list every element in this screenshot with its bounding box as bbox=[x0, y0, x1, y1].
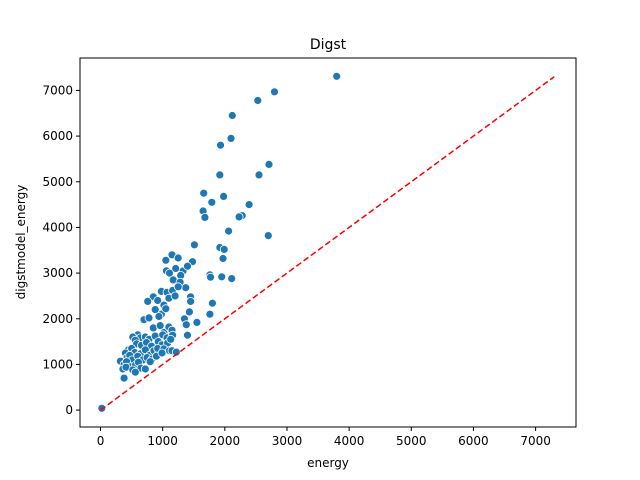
plot-area bbox=[97, 71, 555, 413]
data-point bbox=[157, 348, 167, 358]
data-point bbox=[119, 373, 129, 383]
data-point bbox=[199, 188, 209, 198]
x-tick-label: 3000 bbox=[272, 434, 303, 448]
data-point bbox=[186, 296, 196, 306]
y-tick-label: 2000 bbox=[42, 312, 73, 326]
data-point bbox=[227, 111, 237, 120]
data-point bbox=[171, 347, 181, 357]
data-point bbox=[215, 170, 225, 180]
x-tick-label: 4000 bbox=[334, 434, 365, 448]
data-point bbox=[234, 212, 244, 222]
y-tick-label: 6000 bbox=[42, 129, 73, 143]
data-point bbox=[173, 282, 183, 292]
data-point bbox=[226, 133, 236, 143]
y-tick-label: 3000 bbox=[42, 266, 73, 280]
x-axis-title: energy bbox=[307, 456, 349, 470]
y-tick-label: 0 bbox=[65, 403, 73, 417]
data-point bbox=[200, 212, 210, 222]
data-point bbox=[263, 231, 273, 241]
data-point bbox=[206, 272, 215, 282]
data-point bbox=[264, 159, 274, 169]
data-point bbox=[219, 191, 229, 201]
data-point bbox=[184, 307, 194, 317]
x-axis: 0 1000 2000 3000 4000 5000 6000 7000 bbox=[97, 427, 551, 448]
data-point bbox=[253, 96, 263, 105]
data-point bbox=[183, 330, 192, 340]
data-point bbox=[130, 367, 140, 377]
data-point bbox=[161, 304, 171, 314]
data-point bbox=[181, 320, 191, 330]
data-point bbox=[205, 309, 215, 319]
data-point bbox=[150, 305, 160, 315]
x-tick-label: 0 bbox=[97, 434, 105, 448]
x-tick-label: 5000 bbox=[396, 434, 427, 448]
data-point bbox=[207, 197, 217, 207]
data-point bbox=[192, 317, 202, 327]
data-point bbox=[170, 291, 180, 301]
y-tick-label: 7000 bbox=[42, 83, 73, 97]
data-point bbox=[153, 296, 163, 305]
data-point bbox=[145, 357, 155, 367]
data-point bbox=[270, 87, 279, 97]
data-point bbox=[155, 321, 165, 331]
data-point bbox=[244, 200, 254, 210]
data-point bbox=[154, 312, 164, 321]
data-point bbox=[216, 140, 225, 150]
data-point bbox=[161, 255, 171, 265]
data-point bbox=[166, 334, 176, 344]
y-tick-label: 1000 bbox=[42, 357, 73, 371]
data-point bbox=[173, 253, 183, 263]
data-point bbox=[181, 283, 191, 293]
y-tick-label: 4000 bbox=[42, 220, 73, 234]
data-point bbox=[254, 170, 264, 180]
data-point bbox=[332, 71, 342, 81]
data-point bbox=[218, 254, 228, 263]
y-tick-label: 5000 bbox=[42, 175, 73, 189]
chart-title: Digst bbox=[310, 37, 347, 53]
x-tick-label: 7000 bbox=[520, 434, 551, 448]
y-axis: 0 1000 2000 3000 4000 5000 6000 7000 bbox=[42, 83, 80, 417]
data-point bbox=[207, 298, 217, 308]
data-point bbox=[227, 274, 237, 284]
data-point bbox=[165, 268, 174, 278]
reference-line bbox=[100, 76, 555, 411]
data-point bbox=[219, 244, 229, 254]
x-tick-label: 6000 bbox=[458, 434, 489, 448]
data-point bbox=[224, 226, 234, 236]
data-point bbox=[189, 240, 199, 250]
data-point bbox=[217, 272, 227, 282]
x-tick-label: 1000 bbox=[147, 434, 178, 448]
plot-frame bbox=[79, 57, 577, 428]
x-tick-label: 2000 bbox=[210, 434, 241, 448]
y-axis-title: digstmodel_energy bbox=[14, 185, 28, 300]
data-point bbox=[140, 364, 150, 374]
data-point bbox=[183, 261, 192, 271]
data-point bbox=[144, 313, 154, 323]
data-point bbox=[143, 296, 153, 306]
